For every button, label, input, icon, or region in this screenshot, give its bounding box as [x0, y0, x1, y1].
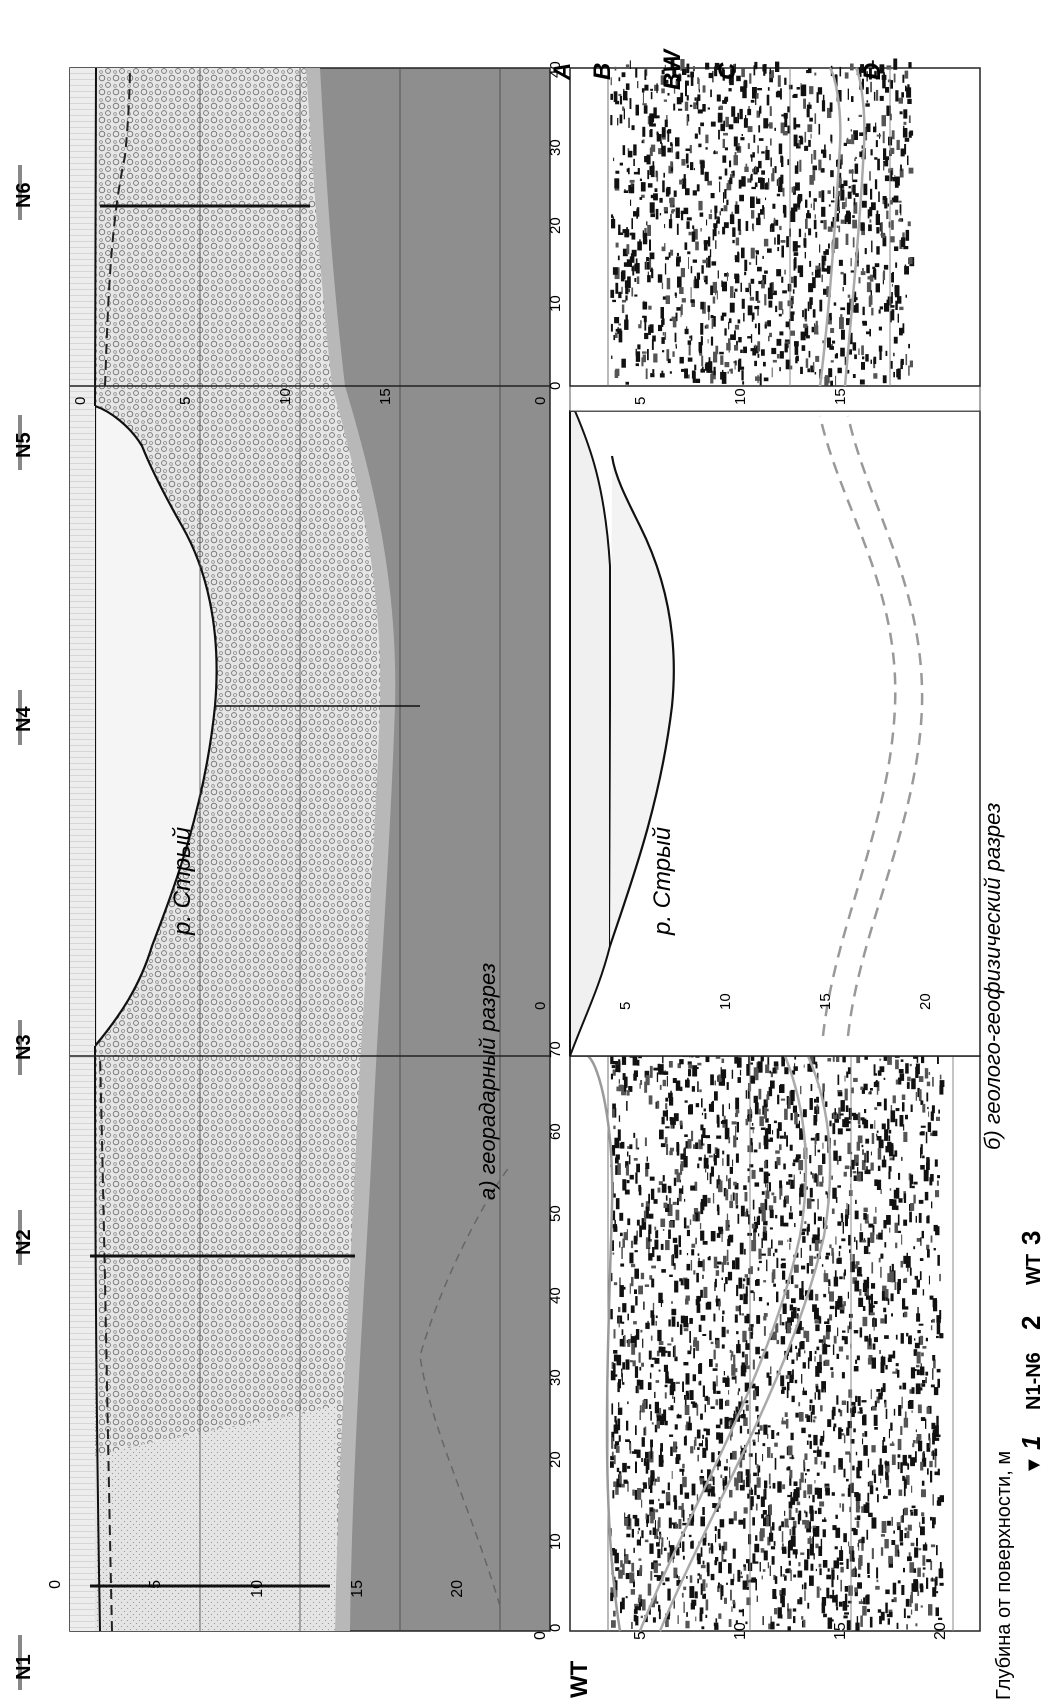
svg-text:10: 10	[277, 388, 294, 405]
depth-axis-right: 0 5 10 15 0 5 10 15	[72, 388, 849, 405]
legend-item-2-number: 2	[1016, 1316, 1046, 1330]
svg-text:0: 0	[547, 382, 564, 390]
svg-text:10: 10	[732, 1622, 749, 1640]
svg-text:30: 30	[547, 139, 564, 156]
legend-item-3-number: 3	[1016, 1231, 1046, 1245]
wt-label: WT	[566, 1660, 593, 1698]
svg-text:0: 0	[47, 1580, 64, 1589]
svg-text:10: 10	[717, 993, 734, 1010]
legend-item-2-text: N1-N6	[1023, 1352, 1045, 1410]
svg-text:15: 15	[377, 388, 394, 405]
y-axis-title: Глубина от поверхности, м	[993, 1451, 1015, 1700]
depth-axis-left-b: 0 5 10 15 20	[532, 1622, 949, 1640]
distance-axis-right: 0 10 20 30 40	[547, 61, 564, 390]
layer-bw: BW	[659, 48, 686, 90]
svg-text:20: 20	[917, 993, 934, 1010]
layer-labels: A B BW C D	[549, 48, 886, 90]
river-section-a	[569, 383, 981, 1057]
legend-item-3-text: WT	[1023, 1254, 1045, 1285]
well-n6: N6	[13, 182, 35, 208]
panel-a-caption: а) георадарный разрез	[475, 963, 500, 1200]
well-n3: N3	[13, 1034, 35, 1060]
svg-text:WT: WT	[566, 1660, 593, 1698]
well-n1: N1	[13, 1654, 35, 1680]
svg-text:20: 20	[547, 217, 564, 234]
svg-text:5: 5	[632, 1631, 649, 1640]
well-markers: N1 N2 N3 N4 N5 N6	[13, 165, 35, 1690]
svg-text:0: 0	[532, 1002, 549, 1010]
layer-a: A	[549, 63, 576, 81]
depth-axis-mid: 0 5 10 15 20	[532, 993, 934, 1010]
radargram-left	[569, 1046, 981, 1632]
panel-b-caption: б) геолого-геофизический разрез	[980, 803, 1005, 1150]
svg-text:а) георадарный разрез: а) георадарный разрез	[475, 963, 500, 1200]
svg-text:15: 15	[817, 993, 834, 1010]
svg-text:10: 10	[732, 388, 749, 405]
depth-axis-left-a: 0 5 10 15 20	[47, 1580, 466, 1598]
panel-b	[69, 67, 551, 1632]
svg-text:20: 20	[449, 1580, 466, 1598]
layer-d: D	[859, 63, 886, 80]
layer-b: B	[589, 63, 616, 80]
distance-axis-left: 0 10 20 30 40 50 60 70	[547, 1041, 564, 1632]
well-n2: N2	[13, 1229, 35, 1255]
svg-text:10: 10	[547, 1533, 564, 1550]
svg-text:20: 20	[932, 1622, 949, 1640]
layer-c: C	[714, 62, 741, 80]
svg-text:б) геолого-геофизический разре: б) геолого-геофизический разрез	[980, 803, 1005, 1150]
svg-text:5: 5	[177, 397, 194, 405]
svg-text:50: 50	[547, 1205, 564, 1222]
legend: ▼ 1 N1-N6 2 WT 3	[1016, 1231, 1046, 1475]
panel-a	[569, 58, 981, 1632]
svg-text:5: 5	[632, 397, 649, 405]
svg-text:15: 15	[832, 388, 849, 405]
svg-text:0: 0	[532, 397, 549, 405]
svg-text:40: 40	[547, 1287, 564, 1304]
svg-text:30: 30	[547, 1369, 564, 1386]
svg-text:60: 60	[547, 1123, 564, 1140]
svg-text:15: 15	[832, 1622, 849, 1640]
svg-text:Глубина от поверхности, м: Глубина от поверхности, м	[993, 1451, 1015, 1700]
svg-text:70: 70	[547, 1041, 564, 1058]
well-n4: N4	[13, 706, 35, 732]
svg-text:10: 10	[547, 295, 564, 312]
svg-text:20: 20	[547, 1451, 564, 1468]
svg-text:р. Стрый: р. Стрый	[169, 827, 196, 936]
radargram-right	[569, 58, 981, 387]
svg-text:0: 0	[532, 1631, 549, 1640]
svg-text:5: 5	[147, 1580, 164, 1589]
well-n5: N5	[13, 432, 35, 458]
svg-text:5: 5	[617, 1002, 634, 1010]
svg-text:0: 0	[547, 1624, 564, 1632]
river-labels: р. Стрый р. Стрый	[169, 827, 676, 936]
svg-text:0: 0	[72, 397, 89, 405]
svg-text:р. Стрый: р. Стрый	[649, 827, 676, 936]
svg-text:40: 40	[547, 61, 564, 78]
legend-item-1-symbol: ▼	[1023, 1455, 1045, 1475]
svg-text:15: 15	[349, 1580, 366, 1598]
svg-text:10: 10	[249, 1580, 266, 1598]
legend-item-1-number: 1	[1016, 1436, 1046, 1450]
